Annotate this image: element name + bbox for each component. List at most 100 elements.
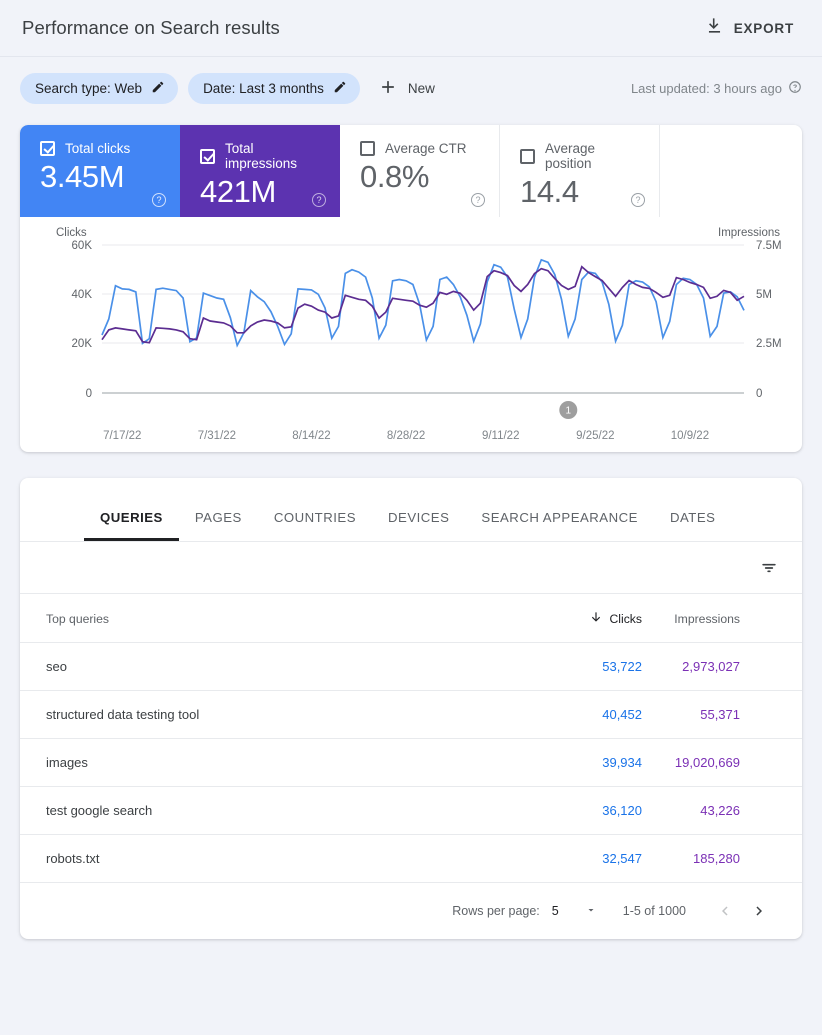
tab-queries[interactable]: QUERIES bbox=[84, 510, 179, 541]
y-axis-left-tick: 20K bbox=[72, 338, 93, 350]
y-axis-left-tick: 40K bbox=[72, 289, 93, 301]
x-axis-tick: 10/9/22 bbox=[671, 430, 709, 442]
tab-label: DATES bbox=[669, 510, 716, 525]
metric-checkbox-total-clicks[interactable] bbox=[40, 141, 55, 156]
download-icon bbox=[705, 16, 724, 40]
tab-devices[interactable]: DEVICES bbox=[372, 510, 465, 541]
table-header-row: Top queries Clicks Impressions bbox=[20, 594, 802, 643]
chart-annotation-marker[interactable]: 1 bbox=[559, 401, 578, 419]
marker-circle bbox=[559, 401, 578, 419]
x-axis-tick: 8/28/22 bbox=[387, 430, 425, 442]
y-axis-right-tick: 0 bbox=[756, 388, 762, 400]
cell-impressions: 43,226 bbox=[642, 786, 802, 835]
chevron-down-icon bbox=[585, 904, 597, 919]
cell-query: seo bbox=[20, 642, 492, 691]
metric-label: Total clicks bbox=[65, 141, 131, 156]
last-updated-label: Last updated: 3 hours ago bbox=[630, 80, 782, 96]
x-axis-tick: 9/11/22 bbox=[482, 430, 520, 442]
y-axis-left-tick: 0 bbox=[86, 388, 92, 400]
chart-svg[interactable]: 0 0 20K 2.5M 40K 5M 60K 7.5M 7/17/22 7/31/22 8/14/… bbox=[20, 217, 802, 452]
metric-label: Average position bbox=[545, 141, 596, 171]
tab-label: QUERIES bbox=[100, 510, 163, 525]
metric-cards: Total clicks 3.45M ? Total impressions 4… bbox=[20, 125, 802, 217]
cell-query: robots.txt bbox=[20, 834, 492, 883]
cell-clicks: 53,722 bbox=[492, 642, 642, 691]
rows-per-page-label: Rows per page: bbox=[452, 904, 540, 918]
x-axis-tick: 7/31/22 bbox=[198, 430, 236, 442]
filter-chip-label: Date: Last 3 months bbox=[203, 80, 324, 96]
tab-label: SEARCH APPEARANCE bbox=[481, 510, 638, 525]
help-circle-icon[interactable]: ? bbox=[152, 193, 166, 207]
x-axis-tick: 9/25/22 bbox=[576, 430, 614, 442]
tab-label: DEVICES bbox=[388, 510, 450, 525]
cell-impressions: 19,020,669 bbox=[642, 738, 802, 787]
tab-label: COUNTRIES bbox=[273, 510, 356, 525]
metric-card-total-impressions[interactable]: Total impressions 421M ? bbox=[180, 125, 340, 217]
metric-checkbox-total-impressions[interactable] bbox=[200, 148, 215, 164]
y-axis-right-tick: 5M bbox=[756, 289, 772, 301]
table-toolbar bbox=[20, 542, 802, 594]
help-circle-icon[interactable]: ? bbox=[312, 193, 326, 207]
table-row[interactable]: test google search 36,120 43,226 bbox=[20, 786, 802, 835]
metric-card-average-position[interactable]: Average position 14.4 ? bbox=[500, 125, 660, 217]
table-row[interactable]: robots.txt 32,547 185,280 bbox=[20, 834, 802, 883]
cell-impressions: 55,371 bbox=[642, 690, 802, 739]
metric-cards-filler bbox=[660, 125, 802, 217]
column-header-query[interactable]: Top queries bbox=[20, 594, 492, 643]
metric-checkbox-average-ctr[interactable] bbox=[360, 141, 375, 156]
filter-chip-date[interactable]: Date: Last 3 months bbox=[188, 72, 360, 104]
queries-table: Top queries Clicks Impressions seo 53,722… bbox=[20, 594, 802, 883]
marker-label: 1 bbox=[566, 406, 572, 417]
rows-per-page-select[interactable]: 5 bbox=[552, 904, 597, 919]
cell-query: images bbox=[20, 738, 492, 787]
last-updated: Last updated: 3 hours ago bbox=[631, 80, 802, 97]
help-circle-icon[interactable] bbox=[788, 80, 802, 97]
y-axis-right-title: Impressions bbox=[718, 227, 780, 239]
table-row[interactable]: seo 53,722 2,973,027 bbox=[20, 642, 802, 691]
metric-head: Total impressions bbox=[200, 141, 326, 171]
series-line-clicks bbox=[101, 258, 745, 348]
table-body: seo 53,722 2,973,027 structured data testin… bbox=[20, 642, 802, 883]
help-circle-icon[interactable]: ? bbox=[471, 193, 485, 207]
previous-page-button[interactable] bbox=[708, 894, 742, 928]
table-row[interactable]: images 39,934 19,020,669 bbox=[20, 738, 802, 787]
filter-icon[interactable] bbox=[758, 557, 780, 579]
metric-card-total-clicks[interactable]: Total clicks 3.45M ? bbox=[20, 125, 180, 217]
pencil-icon[interactable] bbox=[333, 80, 347, 97]
metric-head: Total clicks bbox=[40, 141, 166, 156]
arrow-down-icon bbox=[589, 610, 603, 627]
filter-chip-search-type[interactable]: Search type: Web bbox=[20, 72, 179, 104]
y-axis-right-tick: 7.5M bbox=[756, 240, 782, 252]
tab-countries[interactable]: COUNTRIES bbox=[258, 510, 372, 541]
metric-checkbox-average-position[interactable] bbox=[520, 148, 535, 164]
cell-impressions: 2,973,027 bbox=[642, 642, 802, 691]
x-axis-tick: 7/17/22 bbox=[103, 430, 141, 442]
table-row[interactable]: structured data testing tool 40,452 55,371 bbox=[20, 690, 802, 739]
performance-plot[interactable]: Clicks Impressions 0 0 20K 2.5M 40K 5M 60K 7.5M… bbox=[20, 217, 802, 452]
pagination-range: 1-5 of 1000 bbox=[622, 904, 686, 918]
metric-label: Total impressions bbox=[225, 141, 298, 171]
table-tabs: QUERIES PAGES COUNTRIES DEVICES SEARCH APPEA… bbox=[20, 478, 802, 542]
tab-pages[interactable]: PAGES bbox=[179, 510, 258, 541]
top-bar: Performance on Search results EXPORT bbox=[0, 0, 822, 57]
tab-search-appearance[interactable]: SEARCH APPEARANCE bbox=[465, 510, 654, 541]
next-page-button[interactable] bbox=[742, 894, 776, 928]
cell-clicks: 39,934 bbox=[492, 738, 642, 787]
export-button[interactable]: EXPORT bbox=[697, 10, 802, 46]
clicks-sort-control[interactable]: Clicks bbox=[589, 610, 643, 627]
new-filter-button[interactable]: New bbox=[370, 72, 447, 104]
column-header-clicks[interactable]: Clicks bbox=[492, 594, 642, 643]
page-title: Performance on Search results bbox=[22, 17, 280, 38]
x-axis-tick: 8/14/22 bbox=[292, 430, 330, 442]
metric-card-average-ctr[interactable]: Average CTR 0.8% ? bbox=[340, 125, 500, 217]
column-header-clicks-label: Clicks bbox=[609, 611, 643, 626]
tab-dates[interactable]: DATES bbox=[654, 510, 732, 541]
pencil-icon[interactable] bbox=[151, 80, 165, 97]
cell-query: structured data testing tool bbox=[20, 690, 492, 739]
help-circle-icon[interactable]: ? bbox=[631, 193, 645, 207]
column-header-impressions[interactable]: Impressions bbox=[642, 594, 802, 643]
metric-value: 14.4 bbox=[520, 174, 579, 209]
cell-impressions: 185,280 bbox=[642, 834, 802, 883]
metric-label: Average CTR bbox=[385, 141, 467, 156]
export-label: EXPORT bbox=[733, 20, 794, 36]
